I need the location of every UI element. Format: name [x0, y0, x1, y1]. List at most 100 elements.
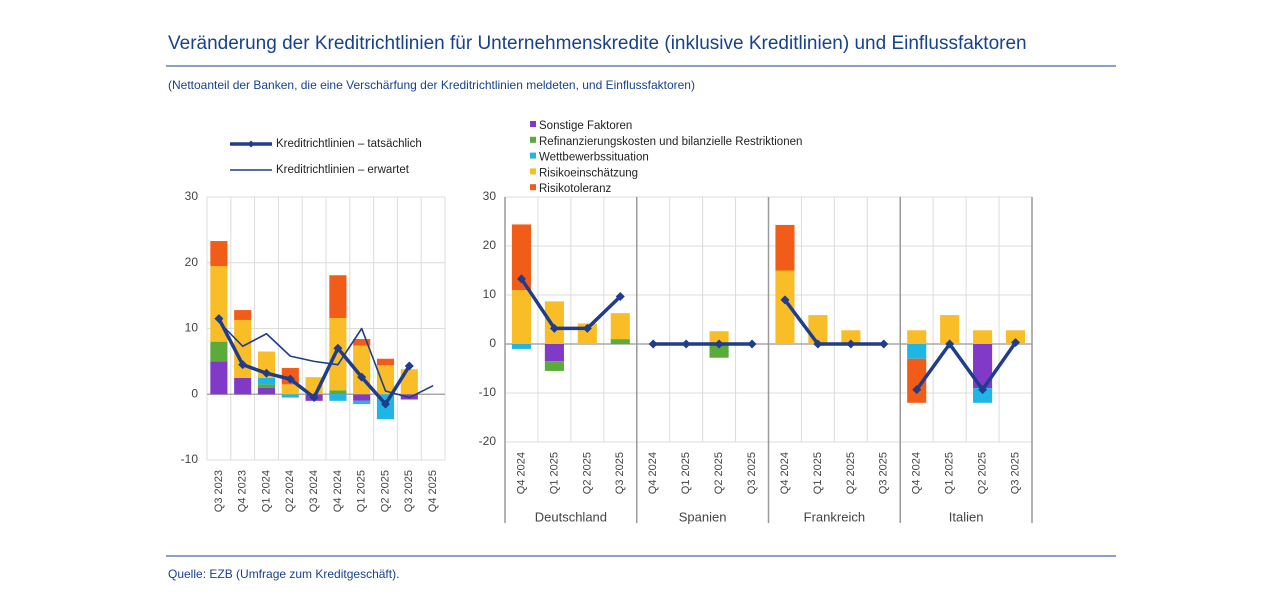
- line-series: [783, 298, 884, 346]
- legend-swatch: [530, 136, 536, 143]
- line-marker: [747, 339, 757, 349]
- y-tick-label: 30: [483, 189, 497, 203]
- x-tick-label: Q3 2024: [308, 470, 320, 512]
- x-tick-label: Q1 2025: [680, 452, 692, 494]
- group-label: Deutschland: [535, 509, 607, 524]
- bar-segment: [353, 339, 371, 346]
- subtitle: (Nettoanteil der Banken, die eine Versch…: [168, 78, 695, 92]
- bar-segment: [610, 339, 630, 344]
- x-tick-label: Q4 2023: [237, 470, 249, 512]
- line-marker: [945, 339, 955, 349]
- bar-segment: [329, 394, 347, 401]
- y-tick-label: -10: [479, 385, 497, 399]
- line-marker: [549, 323, 559, 333]
- line-marker: [780, 295, 790, 305]
- group-label: Frankreich: [804, 509, 865, 524]
- bar-segment: [775, 224, 795, 271]
- line-marker: [404, 361, 414, 371]
- bar-segment: [234, 377, 252, 395]
- line-marker: [381, 399, 390, 409]
- legend-label: Wettbewerbssituation: [539, 152, 649, 164]
- bar-segment: [841, 330, 861, 344]
- source: Quelle: EZB (Umfrage zum Kreditgeschäft)…: [168, 567, 399, 581]
- line-marker: [879, 339, 889, 349]
- bar-segment: [907, 344, 927, 359]
- x-tick-label: Q1 2025: [944, 452, 956, 494]
- x-tick-label: Q4 2024: [332, 470, 344, 512]
- line-marker: [615, 291, 625, 301]
- x-tick-label: Q1 2025: [548, 452, 560, 494]
- y-tick-label: -20: [479, 434, 497, 448]
- x-tick-label: Q4 2024: [515, 452, 527, 494]
- bar-segment: [973, 388, 993, 403]
- bar-segment: [907, 358, 927, 403]
- x-tick-label: Q2 2025: [713, 452, 725, 494]
- legend-label: Risikotoleranz: [539, 183, 611, 195]
- bar-segment: [257, 387, 276, 395]
- line-marker: [214, 314, 224, 324]
- bar-segment: [234, 310, 252, 320]
- bar-segment: [353, 394, 371, 401]
- line-marker: [357, 372, 367, 382]
- x-tick-label: Q2 2025: [845, 452, 857, 494]
- x-tick-label: Q2 2025: [977, 452, 989, 494]
- bar-segment: [257, 384, 276, 388]
- line-marker: [714, 339, 724, 349]
- bar-segment: [940, 315, 960, 344]
- line-series: [520, 277, 622, 331]
- legend-swatch: [530, 184, 536, 191]
- bar-segment: [210, 266, 228, 342]
- bar-segment: [210, 361, 228, 395]
- x-tick-label: Q3 2023: [213, 470, 225, 512]
- bar-segment: [210, 341, 228, 362]
- bar-segment: [973, 330, 993, 344]
- y-tick-label: -10: [181, 452, 199, 466]
- bar-segment: [234, 319, 252, 378]
- line-marker: [1011, 338, 1021, 348]
- x-tick-label: Q3 2025: [1009, 452, 1021, 494]
- page-title: Veränderung der Kreditrichtlinien für Un…: [168, 33, 1027, 54]
- legend-swatch: [530, 168, 536, 175]
- bar-segment: [376, 365, 395, 395]
- bar-segment: [775, 270, 795, 344]
- legend-label: Risikoeinschätzung: [539, 167, 638, 179]
- y-tick-label: 20: [483, 238, 497, 252]
- x-tick-label: Q3 2025: [614, 452, 626, 494]
- bar-segment: [281, 384, 299, 395]
- legend-label: Sonstige Faktoren: [539, 120, 632, 132]
- x-tick-label: Q1 2024: [260, 470, 272, 512]
- x-tick-label: Q1 2025: [812, 452, 824, 494]
- legend-label: Kreditrichtlinien – erwartet: [276, 164, 410, 176]
- legend-label: Kreditrichtlinien – tatsächlich: [276, 138, 422, 150]
- bar-segment: [709, 344, 729, 358]
- x-tick-label: Q2 2025: [379, 470, 391, 512]
- legend-swatch: [530, 152, 536, 159]
- line-marker: [262, 368, 271, 378]
- line-marker: [582, 323, 592, 333]
- line-marker: [333, 343, 343, 353]
- bar-segment: [973, 344, 993, 389]
- x-tick-label: Q4 2024: [647, 452, 659, 494]
- y-tick-label: 10: [185, 321, 199, 335]
- line-series: [915, 341, 1017, 392]
- bar-segment: [329, 275, 347, 318]
- bar-segment: [511, 344, 532, 349]
- x-tick-label: Q3 2025: [746, 452, 758, 494]
- bar-segment: [709, 331, 729, 344]
- bar-segment: [257, 377, 276, 385]
- bar-segment: [353, 400, 371, 405]
- line-marker: [648, 339, 658, 349]
- line-marker: [846, 339, 856, 349]
- y-tick-label: 20: [185, 255, 199, 269]
- y-tick-label: 0: [489, 336, 496, 350]
- line-marker: [516, 274, 526, 284]
- bar-segment: [210, 241, 228, 267]
- line-series: [218, 321, 434, 399]
- legend-marker: [247, 140, 255, 148]
- line-marker: [813, 339, 823, 349]
- legend-swatch: [530, 121, 536, 127]
- bar-segment: [511, 290, 532, 344]
- y-tick-label: 30: [185, 189, 199, 203]
- line-marker: [285, 374, 295, 384]
